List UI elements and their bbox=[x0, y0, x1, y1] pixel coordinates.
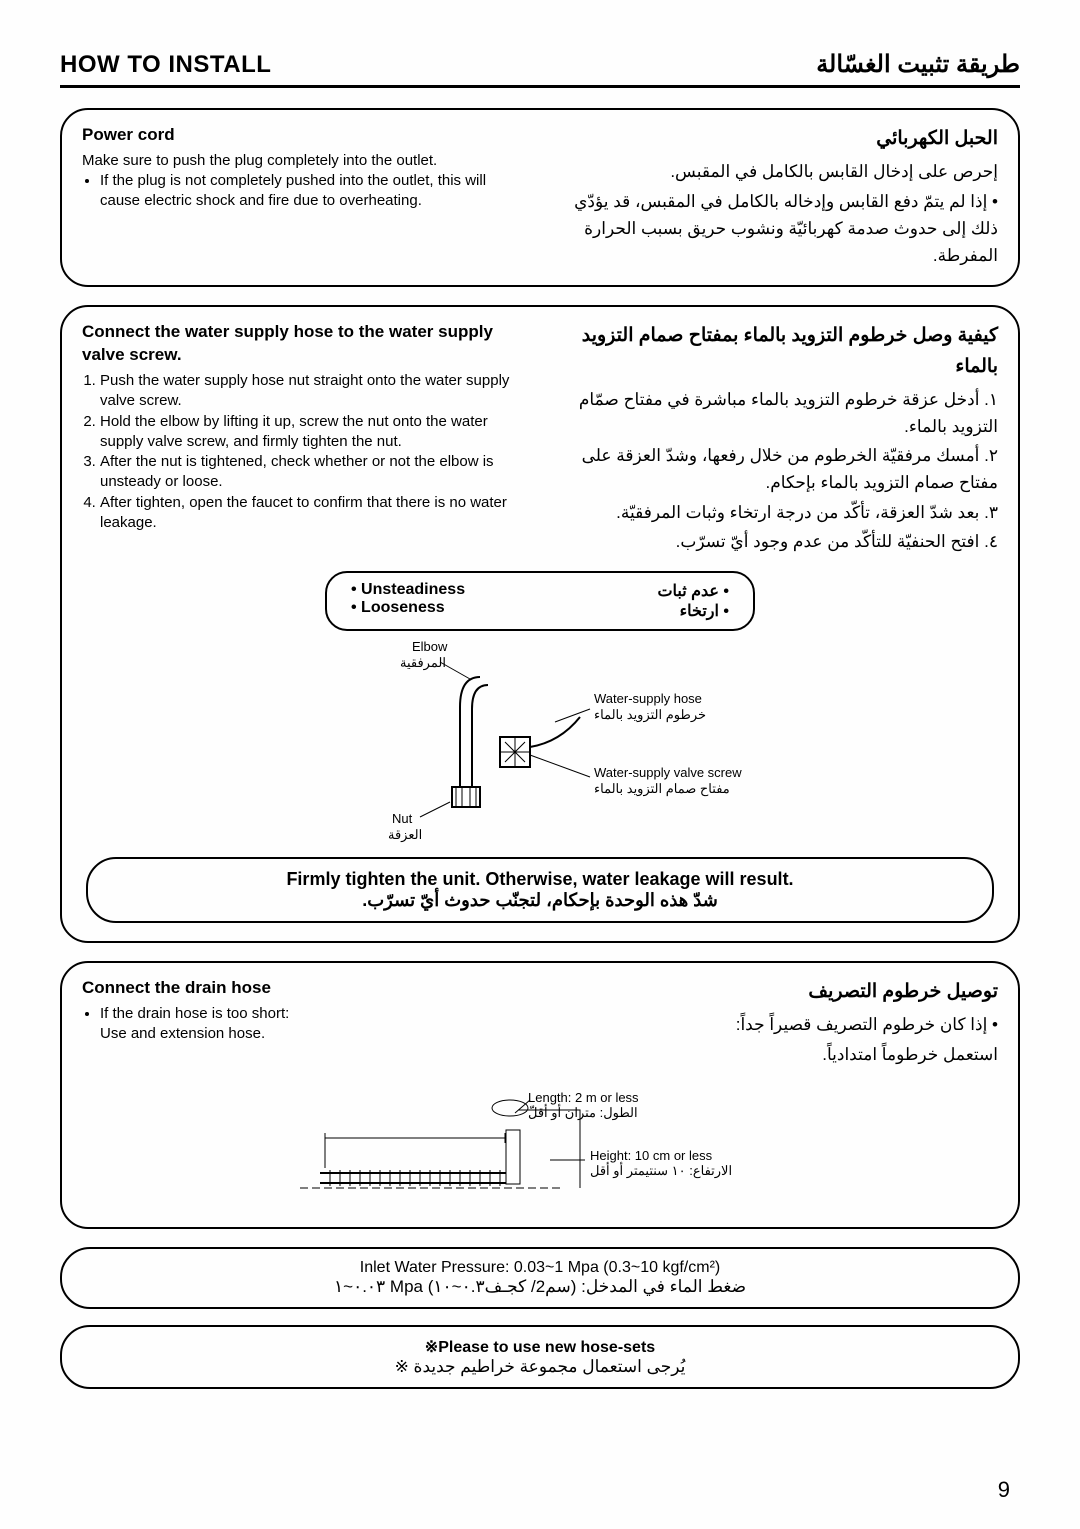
water-supply-heading-en: Connect the water supply hose to the wat… bbox=[82, 321, 528, 367]
power-cord-box: Power cord Make sure to push the plug co… bbox=[60, 108, 1020, 287]
drain-hose-box: Connect the drain hose If the drain hose… bbox=[60, 961, 1020, 1229]
drain-heading-ar: توصيل خرطوم التصريف bbox=[552, 977, 998, 1007]
water-step-1-en: Push the water supply hose nut straight … bbox=[100, 371, 528, 412]
new-hose-box: ※Please to use new hose-sets يُرجى استعم… bbox=[60, 1325, 1020, 1389]
unsteadiness-box: • Unsteadiness • Looseness • عدم ثبات • … bbox=[325, 571, 755, 631]
elbow-label-ar: المرفقية bbox=[400, 655, 446, 671]
power-cord-bullet-ar: • إذا لم يتمّ دفع القابس وإدخاله بالكامل… bbox=[552, 188, 998, 270]
power-cord-heading-ar: الحبل الكهربائي bbox=[552, 124, 998, 154]
tighten-warning-en: Firmly tighten the unit. Otherwise, wate… bbox=[108, 869, 972, 890]
water-step-4-ar: ٤. افتح الحنفيّة للتأكّد من عدم وجود أيّ… bbox=[552, 528, 998, 555]
elbow-label-en: Elbow bbox=[412, 639, 448, 654]
inlet-pressure-ar: ضغط الماء في المدخل: (سم2/ كجـف٠.٣~١٠) M… bbox=[82, 1277, 998, 1297]
hose-label-ar: خرطوم التزويد بالماء bbox=[594, 707, 706, 723]
looseness-ar: • ارتخاء bbox=[657, 601, 729, 621]
water-supply-box: Connect the water supply hose to the wat… bbox=[60, 305, 1020, 943]
drain-b1-ar: • إذا كان خرطوم التصريف قصيراً جداً: bbox=[552, 1011, 998, 1038]
length-label-ar: الطول: متران أو أقلّ bbox=[528, 1105, 728, 1121]
drain-b2-en: Use and extension hose. bbox=[100, 1025, 265, 1042]
water-supply-heading-ar: كيفية وصل خرطوم التزويد بالماء بمفتاح صم… bbox=[552, 321, 998, 382]
power-cord-intro-en: Make sure to push the plug completely in… bbox=[82, 151, 528, 171]
unsteadiness-en: • Unsteadiness bbox=[351, 581, 465, 599]
drain-b1-en: If the drain hose is too short: bbox=[100, 1005, 289, 1022]
tighten-warning-ar: شدّ هذه الوحدة بإحكام، لتجنّب حدوث أيّ ت… bbox=[108, 890, 972, 911]
hose-label-en: Water-supply hose bbox=[594, 691, 702, 706]
water-step-2-ar: ٢. أمسك مرفقيّة الخرطوم من خلال رفعها، و… bbox=[552, 442, 998, 496]
unsteadiness-ar: • عدم ثبات bbox=[657, 581, 729, 601]
nut-label-ar: العزقة bbox=[388, 827, 422, 843]
looseness-en: • Looseness bbox=[351, 599, 465, 617]
inlet-pressure-box: Inlet Water Pressure: 0.03~1 Mpa (0.3~10… bbox=[60, 1247, 1020, 1309]
drain-diagram: Length: 2 m or less الطول: متران أو أقلّ… bbox=[82, 1078, 998, 1213]
water-step-3-ar: ٣. بعد شدّ العزقة، تأكّد من درجة ارتخاء … bbox=[552, 499, 998, 526]
title-ar: طريقة تثبيت الغسّالة bbox=[816, 50, 1020, 79]
power-cord-heading-en: Power cord bbox=[82, 124, 528, 147]
power-cord-intro-ar: إحرص على إدخال القابس بالكامل في المقبس. bbox=[552, 158, 998, 185]
title-en: HOW TO INSTALL bbox=[60, 51, 271, 79]
tighten-warning-box: Firmly tighten the unit. Otherwise, wate… bbox=[86, 857, 994, 923]
height-label-ar: الارتفاع: ١٠ سنتيمتر أو أقل bbox=[590, 1163, 810, 1179]
title-row: HOW TO INSTALL طريقة تثبيت الغسّالة bbox=[60, 50, 1020, 88]
inlet-pressure-en: Inlet Water Pressure: 0.03~1 Mpa (0.3~10… bbox=[82, 1259, 998, 1277]
new-hose-en: ※Please to use new hose-sets bbox=[82, 1337, 998, 1357]
water-step-2-en: Hold the elbow by lifting it up, screw t… bbox=[100, 412, 528, 453]
height-label-en: Height: 10 cm or less bbox=[590, 1148, 810, 1163]
water-step-3-en: After the nut is tightened, check whethe… bbox=[100, 452, 528, 493]
valve-screw-label-en: Water-supply valve screw bbox=[594, 765, 742, 780]
new-hose-ar: يُرجى استعمال مجموعة خراطيم جديدة ※ bbox=[82, 1357, 998, 1377]
valve-screw-label-ar: مفتاح صمام التزويد بالماء bbox=[594, 781, 730, 797]
water-supply-diagram: Elbow المرفقية Water-supply hose خرطوم ا… bbox=[82, 637, 998, 847]
nut-label-en: Nut bbox=[392, 811, 413, 826]
page-number: 9 bbox=[998, 1477, 1010, 1503]
drain-heading-en: Connect the drain hose bbox=[82, 977, 528, 1000]
length-label-en: Length: 2 m or less bbox=[528, 1090, 728, 1105]
water-step-1-ar: ١. أدخل عزقة خرطوم التزويد بالماء مباشرة… bbox=[552, 386, 998, 440]
drain-b2-ar: استعمل خرطوماً امتدادياً. bbox=[552, 1041, 998, 1068]
water-step-4-en: After tighten, open the faucet to confir… bbox=[100, 493, 528, 534]
power-cord-bullet-en: If the plug is not completely pushed int… bbox=[100, 171, 528, 212]
